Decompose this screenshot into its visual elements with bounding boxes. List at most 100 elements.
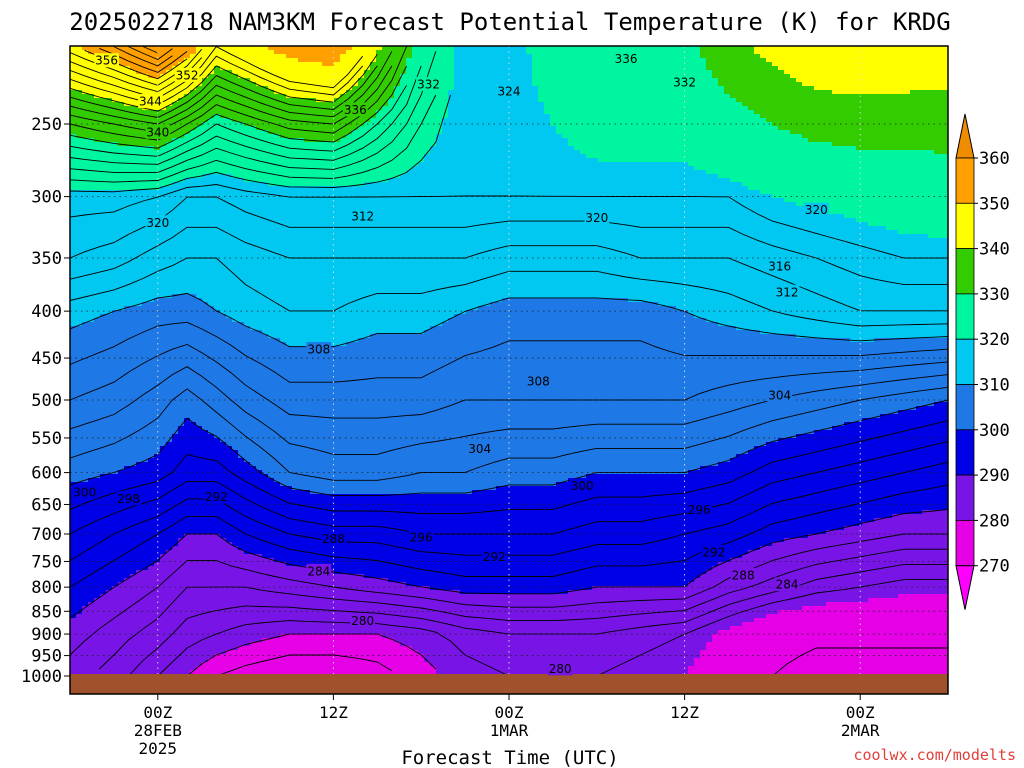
- heatmap-cell: [160, 450, 167, 455]
- heatmap-cell: [124, 598, 131, 603]
- heatmap-cell: [130, 438, 137, 443]
- heatmap-cell: [142, 142, 149, 147]
- heatmap-cell: [154, 202, 161, 207]
- heatmap-cell: [118, 618, 125, 623]
- heatmap-cell: [142, 550, 149, 555]
- heatmap-cell: [130, 70, 137, 75]
- heatmap-cell: [88, 118, 95, 123]
- heatmap-cell: [142, 502, 149, 507]
- heatmap-cell: [94, 410, 101, 415]
- heatmap-cell: [112, 134, 119, 139]
- heatmap-cell: [208, 366, 215, 371]
- heatmap-cell: [244, 126, 251, 131]
- heatmap-cell: [244, 266, 251, 271]
- heatmap-cell: [232, 626, 239, 631]
- heatmap-cell: [172, 266, 179, 271]
- heatmap-cell: [214, 566, 221, 571]
- heatmap-cell: [238, 242, 245, 247]
- heatmap-cell: [238, 302, 245, 307]
- heatmap-cell: [94, 446, 101, 451]
- heatmap-cell: [232, 94, 239, 99]
- heatmap-cell: [160, 322, 167, 327]
- heatmap-cell: [148, 250, 155, 255]
- heatmap-cell: [226, 370, 233, 375]
- heatmap-cell: [202, 210, 209, 215]
- heatmap-cell: [178, 378, 185, 383]
- heatmap-cell: [250, 162, 257, 167]
- heatmap-cell: [202, 226, 209, 231]
- heatmap-cell: [178, 510, 185, 515]
- heatmap-cell: [106, 466, 113, 471]
- heatmap-cell: [208, 330, 215, 335]
- heatmap-cell: [202, 406, 209, 411]
- heatmap-cell: [94, 354, 101, 359]
- heatmap-cell: [214, 214, 221, 219]
- heatmap-cell: [190, 178, 197, 183]
- heatmap-cell: [190, 398, 197, 403]
- heatmap-cell: [238, 310, 245, 315]
- heatmap-cell: [106, 406, 113, 411]
- heatmap-cell: [220, 298, 227, 303]
- heatmap-cell: [160, 102, 167, 107]
- heatmap-cell: [106, 594, 113, 599]
- heatmap-cell: [82, 342, 89, 347]
- heatmap-cell: [112, 334, 119, 339]
- heatmap-cell: [184, 362, 191, 367]
- heatmap-cell: [208, 622, 215, 627]
- heatmap-cell: [76, 82, 83, 87]
- heatmap-cell: [250, 338, 257, 343]
- heatmap-cell: [106, 114, 113, 119]
- heatmap-cell: [106, 138, 113, 143]
- heatmap-cell: [148, 382, 155, 387]
- heatmap-cell: [208, 658, 215, 663]
- heatmap-cell: [178, 450, 185, 455]
- heatmap-cell: [142, 422, 149, 427]
- heatmap-cell: [148, 58, 155, 63]
- heatmap-cell: [106, 410, 113, 415]
- heatmap-cell: [136, 590, 143, 595]
- heatmap-cell: [244, 350, 251, 355]
- heatmap-cell: [76, 510, 83, 515]
- heatmap-cell: [142, 330, 149, 335]
- heatmap-cell: [148, 70, 155, 75]
- heatmap-cell: [148, 258, 155, 263]
- heatmap-cell: [214, 86, 221, 91]
- heatmap-cell: [196, 206, 203, 211]
- heatmap-cell: [124, 214, 131, 219]
- heatmap-cell: [94, 142, 101, 147]
- heatmap-cell: [166, 162, 173, 167]
- heatmap-cell: [76, 222, 83, 227]
- heatmap-cell: [250, 406, 257, 411]
- heatmap-cell: [94, 214, 101, 219]
- heatmap-cell: [88, 82, 95, 87]
- heatmap-cell: [124, 46, 131, 51]
- heatmap-cell: [214, 142, 221, 147]
- heatmap-cell: [82, 430, 89, 435]
- heatmap-cell: [70, 602, 77, 607]
- heatmap-cell: [238, 306, 245, 311]
- heatmap-cell: [202, 150, 209, 155]
- heatmap-cell: [184, 498, 191, 503]
- heatmap-cell: [136, 326, 143, 331]
- heatmap-cell: [100, 530, 107, 535]
- heatmap-cell: [184, 398, 191, 403]
- heatmap-cell: [196, 630, 203, 635]
- heatmap-cell: [220, 534, 227, 539]
- heatmap-cell: [244, 346, 251, 351]
- heatmap-cell: [172, 506, 179, 511]
- heatmap-cell: [214, 282, 221, 287]
- heatmap-cell: [172, 158, 179, 163]
- heatmap-cell: [118, 114, 125, 119]
- heatmap-cell: [148, 662, 155, 667]
- heatmap-cell: [112, 218, 119, 223]
- heatmap-cell: [208, 230, 215, 235]
- heatmap-cell: [190, 190, 197, 195]
- heatmap-cell: [226, 278, 233, 283]
- heatmap-cell: [136, 434, 143, 439]
- heatmap-cell: [250, 454, 257, 459]
- heatmap-cell: [112, 186, 119, 191]
- heatmap-cell: [70, 262, 77, 267]
- heatmap-cell: [70, 342, 77, 347]
- heatmap-cell: [220, 390, 227, 395]
- heatmap-cell: [106, 254, 113, 259]
